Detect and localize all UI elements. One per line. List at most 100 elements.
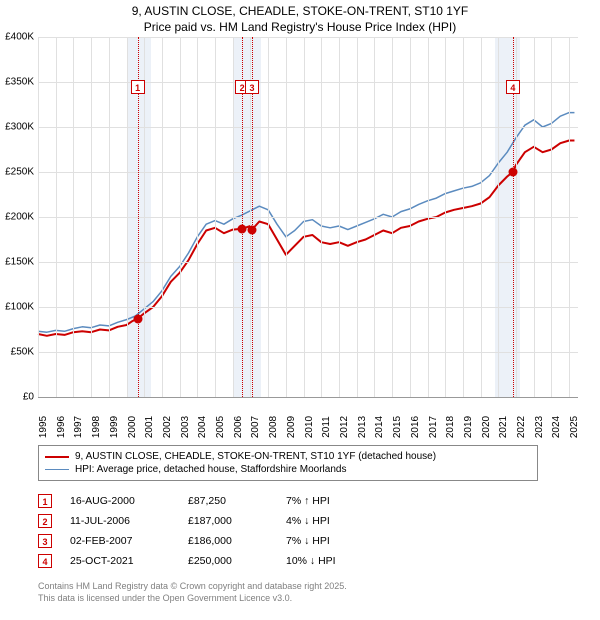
gridline-h [38,127,578,128]
gridline-h [38,172,578,173]
table-pct: 7% ↓ HPI [286,535,386,547]
x-tick-label: 2006 [233,416,244,438]
gridline-v [38,37,39,397]
gridline-v [109,37,110,397]
x-tick-label: 2023 [534,416,545,438]
marker-dot [508,168,517,177]
table-marker: 2 [38,514,52,528]
gridline-v [410,37,411,397]
x-tick-label: 2007 [250,416,261,438]
gridline-v [268,37,269,397]
footer: Contains HM Land Registry data © Crown c… [38,581,600,604]
series-hpi [38,113,574,333]
x-tick-label: 2000 [127,416,138,438]
legend: 9, AUSTIN CLOSE, CHEADLE, STOKE-ON-TRENT… [38,445,538,481]
table-row: 116-AUG-2000£87,2507% ↑ HPI [38,491,600,511]
transaction-table: 116-AUG-2000£87,2507% ↑ HPI211-JUL-2006£… [38,491,600,571]
marker-box: 4 [506,80,520,94]
y-tick-label: £200K [5,212,34,223]
x-tick-label: 1997 [73,416,84,438]
x-tick-label: 1996 [56,416,67,438]
x-tick-label: 2012 [339,416,350,438]
table-row: 425-OCT-2021£250,00010% ↓ HPI [38,551,600,571]
gridline-v [551,37,552,397]
gridline-v [56,37,57,397]
footer-line-1: Contains HM Land Registry data © Crown c… [38,581,600,593]
gridline-v [215,37,216,397]
title-line-2: Price paid vs. HM Land Registry's House … [0,20,600,36]
gridline-v [339,37,340,397]
x-tick-label: 2024 [551,416,562,438]
gridline-h [38,37,578,38]
y-tick-label: £350K [5,77,34,88]
gridline-v [91,37,92,397]
gridline-v [127,37,128,397]
x-tick-label: 2013 [357,416,368,438]
table-date: 16-AUG-2000 [70,495,170,507]
legend-label: 9, AUSTIN CLOSE, CHEADLE, STOKE-ON-TRENT… [75,451,436,462]
gridline-v [498,37,499,397]
x-tick-label: 2003 [180,416,191,438]
y-tick-label: £300K [5,122,34,133]
gridline-v [357,37,358,397]
x-tick-label: 2009 [286,416,297,438]
table-price: £87,250 [188,495,268,507]
gridline-v [162,37,163,397]
title-block: 9, AUSTIN CLOSE, CHEADLE, STOKE-ON-TRENT… [0,0,600,37]
plot-area: 1234 [38,37,578,397]
chart-container: 9, AUSTIN CLOSE, CHEADLE, STOKE-ON-TRENT… [0,0,600,620]
gridline-h [38,397,578,398]
gridline-h [38,262,578,263]
x-tick-label: 2018 [445,416,456,438]
y-tick-label: £100K [5,302,34,313]
x-tick-label: 1998 [91,416,102,438]
table-date: 02-FEB-2007 [70,535,170,547]
table-price: £187,000 [188,515,268,527]
x-tick-label: 2010 [304,416,315,438]
y-tick-label: £250K [5,167,34,178]
gridline-v [481,37,482,397]
gridline-v [428,37,429,397]
x-tick-label: 2004 [197,416,208,438]
gridline-v [321,37,322,397]
chart-area: £0£50K£100K£150K£200K£250K£300K£350K£400… [0,37,578,437]
gridline-v [286,37,287,397]
x-tick-label: 2025 [569,416,580,438]
legend-swatch [45,469,69,470]
marker-dot [133,314,142,323]
gridline-h [38,307,578,308]
x-tick-label: 2014 [374,416,385,438]
legend-row: HPI: Average price, detached house, Staf… [45,463,531,476]
x-tick-label: 1999 [109,416,120,438]
x-tick-label: 2002 [162,416,173,438]
gridline-v [180,37,181,397]
marker-dot [248,225,257,234]
table-date: 11-JUL-2006 [70,515,170,527]
y-tick-label: £400K [5,32,34,43]
x-tick-label: 1995 [38,416,49,438]
legend-row: 9, AUSTIN CLOSE, CHEADLE, STOKE-ON-TRENT… [45,450,531,463]
table-marker: 4 [38,554,52,568]
table-pct: 7% ↑ HPI [286,495,386,507]
table-date: 25-OCT-2021 [70,555,170,567]
y-tick-label: £150K [5,257,34,268]
footer-line-2: This data is licensed under the Open Gov… [38,593,600,605]
title-line-1: 9, AUSTIN CLOSE, CHEADLE, STOKE-ON-TRENT… [0,4,600,20]
gridline-h [38,352,578,353]
x-tick-label: 2019 [463,416,474,438]
y-tick-label: £0 [23,392,34,403]
x-tick-label: 2001 [144,416,155,438]
gridline-v [569,37,570,397]
x-axis: 1995 1996 1997 1998 1999 2000 2001 2002 2003 2004… [38,399,578,435]
gridline-h [38,217,578,218]
x-tick-label: 2016 [410,416,421,438]
table-row: 2 11-JUL-2006 £187,000 4% ↓ HPI [38,511,600,531]
marker-dot [238,224,247,233]
marker-box: 3 [245,80,259,94]
x-tick-label: 2011 [321,416,332,438]
gridline-v [534,37,535,397]
table-pct: 4% ↓ HPI [286,515,386,527]
table-price: £186,000 [188,535,268,547]
gridline-v [463,37,464,397]
gridline-v [233,37,234,397]
